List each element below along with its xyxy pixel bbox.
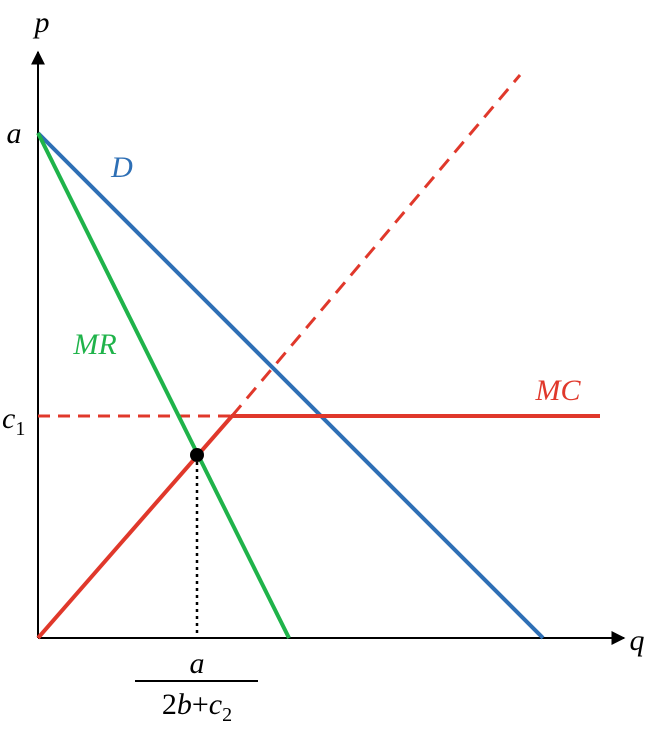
denom-c: c — [209, 688, 222, 721]
mr-line — [36, 132, 291, 639]
x-axis-label: q — [630, 624, 645, 657]
denom-var: b — [177, 688, 192, 721]
c1-sub: 1 — [15, 418, 25, 440]
fraction-numerator: a — [190, 647, 205, 680]
optimum-point — [190, 448, 204, 462]
mc-extension — [230, 74, 522, 417]
mc-line — [36, 414, 600, 640]
c1-label: c1 — [2, 402, 25, 440]
y-axis-label: p — [33, 6, 50, 39]
demand-line — [36, 131, 545, 640]
denom-plus: + — [192, 688, 209, 721]
c1-main: c — [2, 402, 15, 435]
denom-coef: 2 — [162, 688, 177, 721]
denom-sub: 2 — [222, 704, 232, 726]
fraction-denominator: 2b+c2 — [162, 688, 232, 726]
mc-label: MC — [535, 374, 582, 407]
d-label: D — [110, 151, 133, 184]
mr-label: MR — [72, 328, 116, 361]
a-label: a — [7, 117, 22, 150]
